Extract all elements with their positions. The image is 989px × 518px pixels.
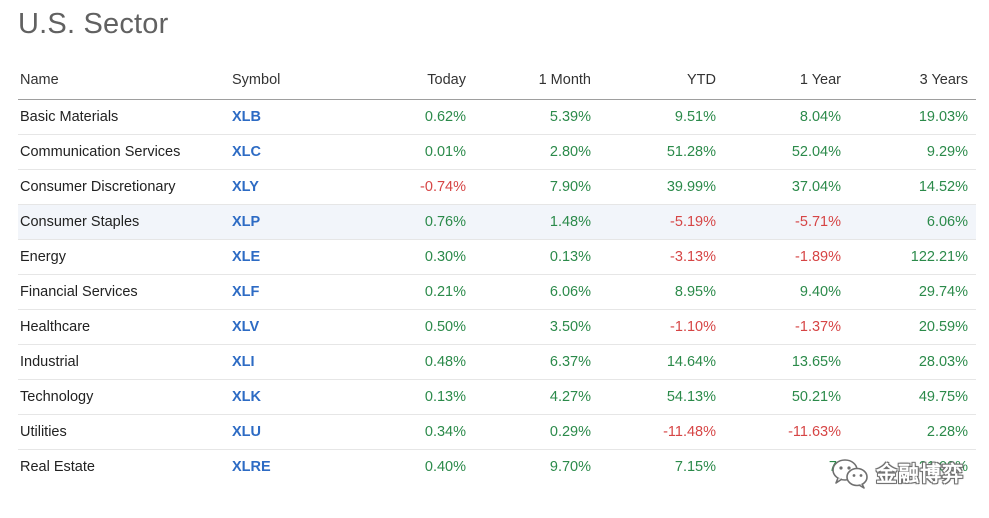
cell-symbol-link[interactable]: XLE [230,239,370,275]
cell-sector-name: Technology [18,379,230,415]
cell-symbol-link[interactable]: XLI [230,344,370,380]
cell-1-month: 9.70% [549,459,591,475]
cell-3-years: 6.06% [849,204,976,240]
cell-1-year: -11.63% [724,414,849,450]
cell-sector-name: Consumer Staples [18,204,230,240]
cell-1-year: 52.04% [724,134,849,170]
cell-symbol-link[interactable]: XLF [230,274,370,310]
cell-ytd: 51.28% [599,134,724,170]
cell-1-year: 7. [828,459,841,475]
table-header-row: Name Symbol Today 1 Month YTD 1 Year 3 Y… [18,60,976,100]
cell-today: 0.13% [370,379,474,415]
cell-1-year: -1.37% [724,309,849,345]
cell-ytd: 8.95% [599,274,724,310]
cell-1-month: 6.37% [474,344,599,380]
table-row[interactable]: Financial Services XLF 0.21% 6.06% 8.95% 9.40… [18,274,976,310]
cell-symbol-link[interactable]: XLP [230,204,370,240]
cell-symbol-link[interactable]: XLK [230,379,370,415]
column-header-ytd[interactable]: YTD [599,60,724,100]
table-row[interactable]: Consumer Discretionary XLY -0.74% 7.90% 39.9… [18,169,976,205]
cell-1-year: -1.89% [724,239,849,275]
cell-3-years: 29.74% [849,274,976,310]
cell-symbol-link[interactable]: XLB [230,99,370,135]
table-row[interactable]: Communication Services XLC 0.01% 2.80% 51.28… [18,134,976,170]
cell-today: 0.48% [370,344,474,380]
cell-ytd: 39.99% [599,169,724,205]
cell-ytd: -1.10% [599,309,724,345]
cell-3-years: 49.75% [849,379,976,415]
cell-3-years: 28.03% [849,344,976,380]
cell-1-month: 6.06% [474,274,599,310]
cell-today: -0.74% [370,169,474,205]
cell-3-years: 19.03% [849,99,976,135]
table-row[interactable]: Industrial XLI 0.48% 6.37% 14.64% 13.65% 28.03… [18,344,976,380]
cell-1-year: 8.04% [724,99,849,135]
table-row[interactable]: Energy XLE 0.30% 0.13% -3.13% -1.89% 122.21% [18,239,976,275]
cell-today: 0.34% [370,414,474,450]
cell-1-month: 0.13% [474,239,599,275]
cell-ytd: -5.19% [599,204,724,240]
column-header-3-years[interactable]: 3 Years [849,60,976,100]
cell-today: 0.01% [370,134,474,170]
column-header-symbol[interactable]: Symbol [230,60,370,100]
cell-3-years: 9.29% [849,134,976,170]
table-row[interactable]: Real Estate XLRE 0.40% 9.70% 7.15% 7. 21.02% [18,450,976,485]
cell-symbol-link[interactable]: XLU [230,414,370,450]
cell-1-month: 0.29% [474,414,599,450]
sector-table: Name Symbol Today 1 Month YTD 1 Year 3 Y… [18,60,976,484]
column-header-1-year[interactable]: 1 Year [724,60,849,100]
cell-symbol-link[interactable]: XLV [230,309,370,345]
cell-1-month: 2.80% [474,134,599,170]
table-row[interactable]: Utilities XLU 0.34% 0.29% -11.48% -11.63% 2.28… [18,414,976,450]
cell-sector-name: Utilities [18,414,230,450]
cell-sector-name: Financial Services [18,274,230,310]
cell-today: 0.50% [370,309,474,345]
cell-1-month: 7.90% [474,169,599,205]
cell-ytd: 9.51% [599,99,724,135]
cell-symbol-link[interactable]: XLY [230,169,370,205]
cell-sector-name: Energy [18,239,230,275]
table-row[interactable]: Technology XLK 0.13% 4.27% 54.13% 50.21% 49.75… [18,379,976,415]
cell-3-years: 21.02% [918,459,968,475]
cell-1-year: -5.71% [724,204,849,240]
cell-sector-name: Communication Services [18,134,230,170]
column-header-today[interactable]: Today [370,60,474,100]
table-row[interactable]: Consumer Staples XLP 0.76% 1.48% -5.19% -5.71… [18,204,976,240]
cell-today: 0.30% [370,239,474,275]
cell-ytd: -3.13% [599,239,724,275]
cell-symbol-link[interactable]: XLC [230,134,370,170]
cell-today: 0.76% [370,204,474,240]
cell-1-month: 3.50% [474,309,599,345]
cell-today: 0.62% [370,99,474,135]
cell-3-years: 2.28% [849,414,976,450]
cell-sector-name: Real Estate [20,459,95,475]
cell-1-month: 5.39% [474,99,599,135]
cell-ytd: 7.15% [674,459,716,475]
cell-sector-name: Consumer Discretionary [18,169,230,205]
cell-ytd: 14.64% [599,344,724,380]
table-row[interactable]: Basic Materials XLB 0.62% 5.39% 9.51% 8.04% 19… [18,99,976,135]
column-header-name[interactable]: Name [18,60,230,100]
cell-1-month: 4.27% [474,379,599,415]
page-title: U.S. Sector [18,8,169,40]
cell-1-year: 50.21% [724,379,849,415]
cell-1-year: 9.40% [724,274,849,310]
cell-ytd: 54.13% [599,379,724,415]
column-header-1-month[interactable]: 1 Month [474,60,599,100]
cell-sector-name: Healthcare [18,309,230,345]
cell-1-month: 1.48% [474,204,599,240]
cell-1-year: 13.65% [724,344,849,380]
cell-sector-name: Basic Materials [18,99,230,135]
cell-today: 0.21% [370,274,474,310]
table-row[interactable]: Healthcare XLV 0.50% 3.50% -1.10% -1.37% 20.59… [18,309,976,345]
cell-3-years: 20.59% [849,309,976,345]
cell-1-year: 37.04% [724,169,849,205]
cell-ytd: -11.48% [599,414,724,450]
sector-table-body: Basic Materials XLB 0.62% 5.39% 9.51% 8.04% 19… [18,99,976,485]
cell-sector-name: Industrial [18,344,230,380]
cell-today: 0.40% [424,459,466,475]
cell-3-years: 14.52% [849,169,976,205]
cell-3-years: 122.21% [849,239,976,275]
cell-symbol-link[interactable]: XLRE [232,459,271,475]
